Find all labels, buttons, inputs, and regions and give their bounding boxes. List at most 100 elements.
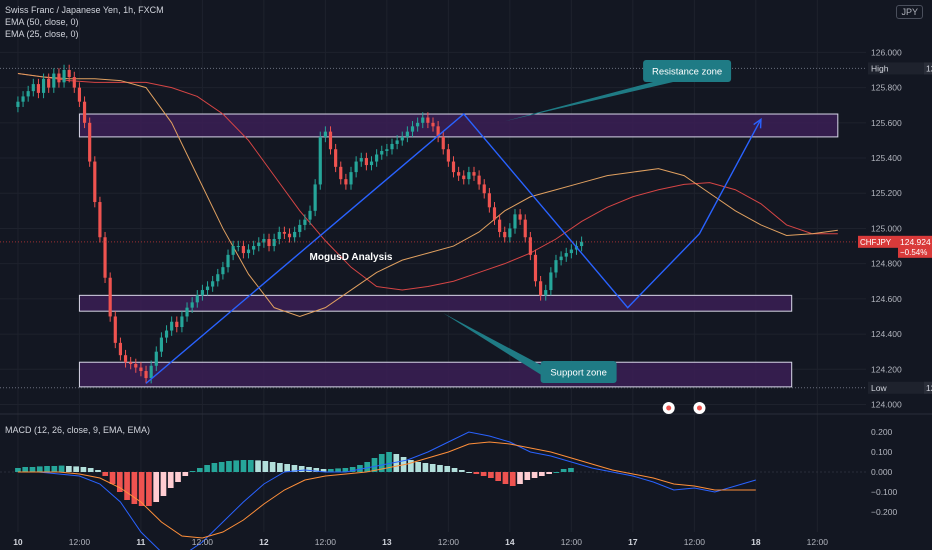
ema25-legend[interactable]: EMA (25, close, 0)	[5, 29, 79, 39]
symbol-title[interactable]: Swiss Franc / Japanese Yen, 1h, FXCM	[5, 5, 164, 15]
price-axis[interactable]: 126.000 125.800 125.600 125.400 125.200 125.0…	[858, 47, 932, 409]
candle-body	[426, 117, 430, 123]
candle-body	[282, 231, 286, 234]
candle-body	[569, 249, 573, 254]
zone-middle	[78, 294, 793, 312]
macd-histogram-bar	[87, 468, 94, 472]
ema-lines	[17, 73, 838, 317]
candle-body	[93, 161, 97, 203]
price-tag-value: 124.924	[900, 237, 931, 247]
candle-body	[549, 272, 553, 291]
macd-histogram-bar	[240, 460, 247, 472]
candle-body	[272, 239, 276, 247]
event-marker-dot	[696, 405, 702, 411]
candle-body	[451, 161, 456, 173]
resistance-callout-text: Resistance zone	[652, 67, 722, 78]
symbol-tag-label: CHFJPY	[860, 238, 892, 247]
resistance-callout-pointer	[504, 82, 674, 122]
time-tick-label: 12:00	[561, 537, 583, 547]
macd-histogram-bar	[335, 468, 341, 472]
macd-histogram-bar	[269, 462, 276, 472]
candle-body	[405, 131, 409, 137]
trend-lines[interactable]	[0, 67, 866, 389]
macd-tick-label: 0.200	[871, 427, 893, 437]
candle-body	[323, 131, 327, 137]
candle-body	[67, 70, 71, 78]
chart-grid	[0, 0, 932, 532]
candle-body	[467, 172, 471, 180]
macd-histogram-bar	[509, 472, 516, 486]
zone-resistance	[78, 113, 839, 138]
candle-body	[185, 307, 189, 317]
low-value-tag	[924, 381, 932, 394]
candle-body	[149, 365, 153, 379]
candle-body	[344, 179, 348, 185]
candle-body	[431, 122, 435, 127]
candle-body	[16, 101, 20, 107]
macd-histogram-bar	[306, 467, 312, 472]
macd-histogram-bar	[211, 463, 218, 472]
macd-histogram-bar	[15, 468, 21, 472]
macd-histogram-bar	[226, 461, 232, 472]
candle-body	[293, 231, 297, 238]
time-tick-label: 12:00	[315, 537, 337, 547]
candle-body	[180, 316, 184, 328]
macd-histogram-bar	[320, 469, 327, 472]
candle-body	[88, 122, 92, 162]
macd-histogram-bar	[160, 472, 167, 496]
macd-histogram-bar	[44, 466, 50, 472]
macd-histogram-bar	[66, 466, 72, 472]
macd-histogram-bar	[291, 465, 298, 472]
macd-legend[interactable]: MACD (12, 26, close, 9, EMA, EMA)	[5, 425, 151, 435]
candle-body	[498, 219, 502, 232]
candle-body	[77, 87, 82, 102]
candle-body	[277, 231, 281, 240]
price-tag	[898, 235, 932, 258]
macd-signal-line	[17, 441, 756, 539]
candle-body	[170, 321, 174, 331]
macd-tick-label: −0.100	[871, 487, 898, 497]
candle-body	[252, 246, 256, 250]
time-tick-label: 10	[13, 537, 23, 547]
currency-button[interactable]: JPY	[896, 5, 923, 19]
time-tick-label: 12	[259, 537, 269, 547]
candle-body	[482, 184, 486, 194]
trend-path	[145, 113, 762, 384]
candle-body	[328, 131, 333, 150]
macd-histogram-bar	[116, 472, 123, 492]
candle-body	[36, 84, 41, 93]
price-tick-label: 125.400	[871, 153, 902, 163]
ema50-legend[interactable]: EMA (50, close, 0)	[5, 17, 79, 27]
macd-histogram-bar	[131, 472, 138, 504]
macd-histogram-bar	[408, 460, 414, 472]
macd-histogram-bar	[22, 467, 29, 472]
candle-body	[200, 290, 204, 296]
time-tick-label: 12:00	[807, 537, 829, 547]
candle-body	[108, 277, 112, 317]
price-tick-label: 125.800	[871, 83, 902, 93]
candle-body	[446, 149, 450, 162]
high-value-tag	[924, 62, 932, 75]
candle-body	[554, 260, 558, 273]
macd-histogram-bar	[298, 466, 305, 472]
macd-histogram-bar	[29, 467, 36, 472]
macd-histogram-bar	[546, 472, 552, 474]
macd-tick-label: 0.000	[871, 467, 893, 477]
macd-histogram-bar	[444, 466, 451, 472]
macd-histogram-bar	[255, 460, 261, 472]
macd-histogram-bar	[357, 465, 363, 472]
macd-tick-label: −0.200	[871, 507, 898, 517]
candle-body	[544, 290, 548, 296]
high-tag-label: High	[871, 63, 889, 73]
price-tick-label: 124.400	[871, 329, 902, 339]
candle-body	[231, 246, 235, 255]
macd-histogram-bar	[451, 468, 458, 472]
macd-histogram-bar	[517, 472, 523, 484]
high-tag	[868, 62, 932, 75]
candle-body	[241, 246, 245, 254]
time-axis[interactable]: 10 12:00 11 12:00 12 12:00 13 12:00 14 12:00 17 12:…	[13, 537, 828, 547]
supply-demand-zones[interactable]	[78, 113, 839, 388]
macd-histogram-bar	[262, 461, 269, 472]
candle-body	[472, 172, 476, 176]
